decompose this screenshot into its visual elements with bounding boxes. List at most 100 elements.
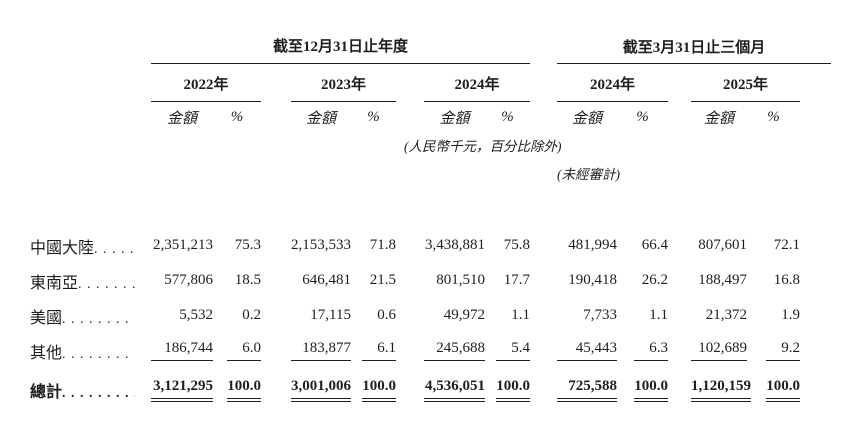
percent-cell: 9.2 [747, 333, 801, 368]
year-header-2024: 2024年 [424, 63, 531, 102]
percent-cell: 0.2 [242, 307, 261, 323]
empty-cell [30, 158, 557, 188]
percent-cell: 6.1 [351, 333, 396, 368]
amount-cell: 102,689 [691, 333, 748, 368]
empty-cell [530, 132, 800, 158]
total-percent-cell: 100.0 [747, 368, 801, 428]
percent-cell: 71.8 [369, 237, 396, 253]
double-underlined-value: 100.0 [634, 378, 669, 402]
row-label-text: 中國大陸 [30, 239, 95, 257]
percent-cell: 17.7 [503, 272, 531, 288]
amount-cell: 807,601 [698, 237, 748, 253]
amount-cell: 3,438,881 [425, 237, 485, 253]
row-label: 東南亞 [30, 263, 151, 298]
underlined-value: 245,688 [424, 340, 485, 361]
empty-cell [30, 132, 396, 158]
row-label-text: 東南亞 [30, 274, 79, 292]
period-header-row: 截至12月31日止年度 截至3月31日止三個月 [30, 26, 832, 64]
dot-leader [62, 347, 135, 363]
empty-corner [30, 26, 151, 64]
amount-cell: 183,877 [291, 333, 351, 368]
total-label: 總計 [30, 368, 151, 428]
table-row-others: 其他 186,744 6.0 183,877 6.1 245,688 5.4 4… [30, 333, 801, 368]
unaudited-note-row: (未經審計) [30, 158, 800, 188]
total-percent-cell: 100.0 [617, 368, 669, 428]
double-underlined-value: 100.0 [362, 378, 396, 402]
column-gap [668, 64, 691, 102]
amount-cell: 17,115 [310, 307, 351, 323]
percent-cell: 66.4 [641, 237, 669, 253]
percent-header: % [501, 108, 514, 125]
dot-leader [62, 386, 135, 402]
revenue-by-region-table: 截至12月31日止年度 截至3月31日止三個月 2022年 2023年 2024… [30, 26, 832, 428]
column-gap [261, 64, 291, 102]
column-gap [396, 64, 424, 102]
amount-cell: 801,510 [436, 272, 485, 288]
percent-cell: 16.8 [773, 272, 801, 288]
percent-cell: 6.0 [213, 333, 261, 368]
column-gap [530, 26, 557, 64]
percent-header: % [230, 108, 244, 125]
underlined-value: 186,744 [151, 340, 213, 361]
underlined-value: 6.1 [362, 340, 396, 361]
percent-cell: 5.4 [485, 333, 531, 368]
percent-header: % [636, 108, 649, 125]
row-label-text: 美國 [30, 309, 63, 327]
double-underlined-value: 4,536,051 [424, 378, 485, 402]
amount-cell: 646,481 [302, 272, 351, 288]
percent-cell: 1.1 [511, 307, 531, 323]
double-underlined-value: 100.0 [766, 378, 801, 402]
percent-cell: 72.1 [773, 237, 801, 253]
dot-leader [94, 242, 135, 258]
amount-header: 金額 [704, 110, 735, 127]
row-label: 美國 [30, 298, 151, 333]
percent-header: % [367, 108, 380, 125]
percent-cell: 1.1 [649, 307, 669, 323]
total-percent-cell: 100.0 [351, 368, 396, 428]
table-row-total: 總計 3,121,295 100.0 3,001,006 100.0 4,536… [30, 368, 801, 428]
amount-cell: 49,972 [443, 307, 485, 323]
dot-leader [78, 277, 135, 293]
period-header-annual: 截至12月31日止年度 [151, 26, 531, 64]
amount-cell: 45,443 [557, 333, 618, 368]
double-underlined-value: 725,588 [557, 378, 618, 402]
revenue-by-region-page: 截至12月31日止年度 截至3月31日止三個月 2022年 2023年 2024… [0, 26, 841, 448]
percent-cell: 6.3 [617, 333, 669, 368]
amount-cell: 21,372 [705, 307, 748, 323]
column-gap [530, 64, 557, 102]
percent-cell: 18.5 [234, 272, 261, 288]
percent-header: % [767, 108, 780, 125]
total-percent-cell: 100.0 [485, 368, 531, 428]
underlined-value: 6.0 [227, 340, 261, 361]
amount-cell: 186,744 [151, 333, 213, 368]
percent-cell: 1.9 [781, 307, 801, 323]
column-gap [668, 102, 691, 133]
total-amount-cell: 3,121,295 [151, 368, 213, 428]
percent-cell: 26.2 [641, 272, 669, 288]
double-underlined-value: 3,001,006 [291, 378, 351, 402]
amount-cell: 5,532 [179, 307, 213, 323]
double-underlined-value: 100.0 [496, 378, 531, 402]
amount-header: 金額 [572, 110, 603, 127]
percent-cell: 75.3 [234, 237, 261, 253]
total-amount-cell: 3,001,006 [291, 368, 351, 428]
row-label: 中國大陸 [30, 228, 151, 263]
underlined-value: 183,877 [291, 340, 351, 361]
amount-header: 金額 [305, 110, 336, 127]
amount-cell: 188,497 [698, 272, 748, 288]
total-amount-cell: 4,536,051 [424, 368, 485, 428]
percent-cell: 0.6 [377, 307, 396, 323]
empty-cell [30, 102, 151, 133]
double-underlined-value: 100.0 [227, 378, 261, 402]
underlined-value: 9.2 [766, 340, 801, 361]
dot-leader [62, 312, 135, 328]
amount-header: 金額 [439, 110, 470, 127]
percent-cell: 75.8 [503, 237, 531, 253]
empty-cell [668, 158, 800, 188]
subheader-row: 金額 % 金額 % 金額 % 金額 % 金額 % [30, 102, 800, 133]
total-amount-cell: 725,588 [557, 368, 618, 428]
period-header-quarterly: 截至3月31日止三個月 [557, 26, 832, 64]
row-label: 其他 [30, 333, 151, 368]
column-gap [396, 102, 424, 133]
amount-cell: 2,351,213 [153, 237, 213, 253]
